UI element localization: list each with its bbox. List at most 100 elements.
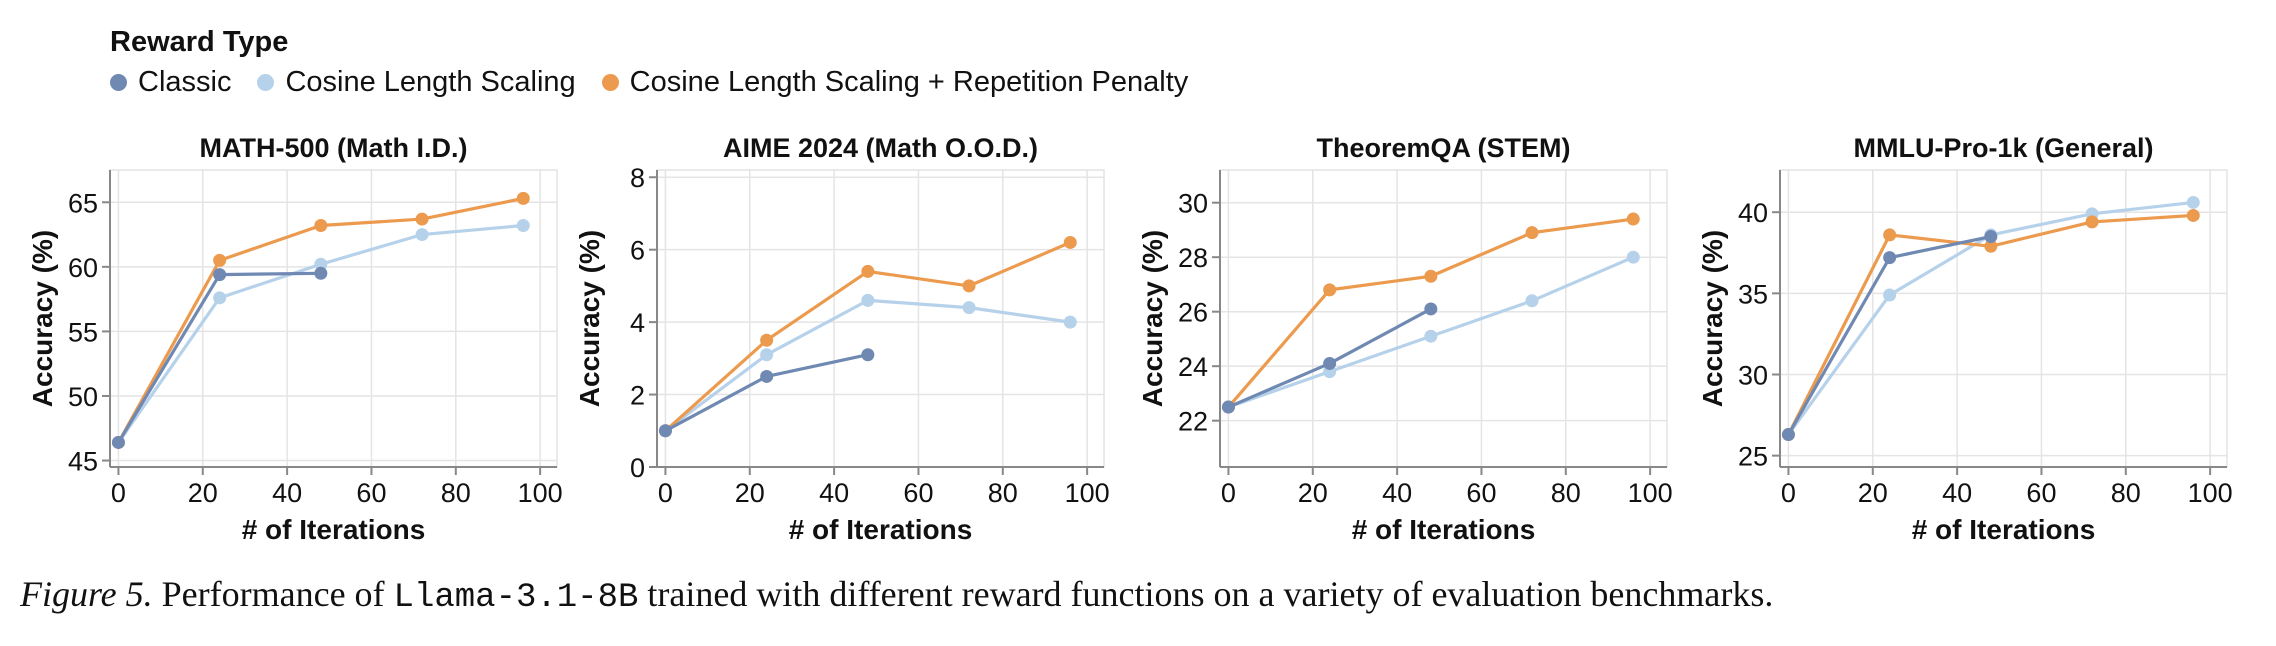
legend: Reward Type Classic Cosine Length Scalin… <box>110 24 1214 102</box>
y-tick-label: 0 <box>630 453 645 483</box>
data-point <box>962 279 976 293</box>
data-point <box>962 301 976 315</box>
x-tick-label: 20 <box>1858 478 1888 508</box>
chart-math-500-math-i-d: 0 20 40 60 80 100 45 50 55 60 65 MATH-500 (Math I.D… <box>27 133 563 545</box>
series-cosine-length-scaling <box>111 219 530 449</box>
legend-item-classic: Classic <box>110 62 231 102</box>
legend-title: Reward Type <box>110 26 289 58</box>
figure-caption: Figure 5. Performance of Llama-3.1-8B tr… <box>20 572 1773 620</box>
data-point <box>516 219 530 233</box>
data-point <box>1424 329 1438 343</box>
data-point <box>1883 251 1897 265</box>
y-tick-label: 24 <box>1178 352 1208 382</box>
y-tick-label: 45 <box>68 447 98 477</box>
data-point <box>1984 239 1998 253</box>
x-tick-label: 40 <box>272 478 302 508</box>
x-tick-label: 0 <box>1221 478 1236 508</box>
chart-title: MMLU-Pro-1k (General) <box>1853 133 2153 163</box>
y-tick-label: 30 <box>1178 189 1208 219</box>
x-tick-label: 40 <box>1382 478 1412 508</box>
y-axis-label: Accuracy (%) <box>1697 230 1728 407</box>
y-axis-label: Accuracy (%) <box>1137 230 1168 407</box>
x-tick-label: 80 <box>441 478 471 508</box>
data-point <box>1984 230 1998 244</box>
data-point <box>760 348 774 362</box>
chart-mmlu-pro-1k-general: 0 20 40 60 80 100 25 30 35 40 MMLU-Pro-1k (General… <box>1697 133 2233 545</box>
x-tick-label: 0 <box>1781 478 1796 508</box>
data-point <box>213 291 227 305</box>
legend-items: Classic Cosine Length Scaling Cosine Len… <box>110 62 1214 102</box>
data-point <box>1626 250 1640 264</box>
y-tick-label: 65 <box>68 188 98 218</box>
y-tick-label: 55 <box>68 317 98 347</box>
x-axis-label: # of Iterations <box>242 514 426 545</box>
series-line <box>664 298 1071 433</box>
legend-label: Cosine Length Scaling <box>285 66 576 98</box>
data-point <box>1781 428 1795 442</box>
x-tick-label: 80 <box>1551 478 1581 508</box>
legend-item-cosine: Cosine Length Scaling <box>257 62 576 102</box>
data-point <box>861 264 875 278</box>
chart-title: MATH-500 (Math I.D.) <box>200 133 468 163</box>
x-tick-label: 100 <box>1628 478 1673 508</box>
series-classic <box>111 266 328 449</box>
series-line <box>117 196 524 444</box>
data-point <box>658 424 672 438</box>
data-point <box>1063 315 1077 329</box>
y-tick-label: 60 <box>68 253 98 283</box>
x-tick-label: 100 <box>1065 478 1110 508</box>
series-classic <box>1781 230 1998 442</box>
x-tick-label: 80 <box>988 478 1018 508</box>
series-line <box>664 353 869 433</box>
x-tick-label: 100 <box>518 478 563 508</box>
data-point <box>415 212 429 226</box>
legend-label: Classic <box>138 66 232 98</box>
data-point <box>760 333 774 347</box>
data-point <box>314 219 328 233</box>
x-tick-label: 60 <box>2026 478 2056 508</box>
y-tick-label: 40 <box>1738 198 1768 228</box>
data-point <box>1063 235 1077 249</box>
data-point <box>2085 215 2099 229</box>
x-tick-label: 100 <box>2188 478 2233 508</box>
legend-dot-icon <box>110 73 127 91</box>
x-tick-label: 60 <box>1466 478 1496 508</box>
legend-dot-icon <box>257 73 275 91</box>
x-tick-label: 60 <box>903 478 933 508</box>
x-tick-label: 20 <box>188 478 218 508</box>
y-axis-label: Accuracy (%) <box>574 230 605 407</box>
data-point <box>1525 294 1539 308</box>
y-tick-label: 30 <box>1738 360 1768 390</box>
caption-model-name: Llama-3.1-8B <box>393 579 639 617</box>
y-tick-label: 35 <box>1738 279 1768 309</box>
y-tick-label: 26 <box>1178 298 1208 328</box>
x-tick-label: 0 <box>658 478 673 508</box>
x-tick-label: 80 <box>2111 478 2141 508</box>
data-point <box>213 253 227 267</box>
x-tick-label: 20 <box>735 478 765 508</box>
data-point <box>415 228 429 242</box>
y-tick-label: 28 <box>1178 243 1208 273</box>
data-point <box>1424 269 1438 283</box>
x-tick-label: 60 <box>356 478 386 508</box>
chart-theoremqa-stem: 0 20 40 60 80 100 22 24 26 28 30 TheoremQA (STEM) # … <box>1137 133 1673 545</box>
y-tick-label: 4 <box>630 308 645 338</box>
series-line <box>1787 234 1992 436</box>
data-point <box>861 348 875 362</box>
series-classic <box>1221 302 1438 414</box>
y-tick-label: 6 <box>630 236 645 266</box>
series-cosine-length-scaling-repetition-penalty <box>658 235 1077 438</box>
chart-title: TheoremQA (STEM) <box>1316 133 1570 163</box>
series-classic <box>658 348 875 438</box>
y-tick-label: 25 <box>1738 442 1768 472</box>
series-cosine-length-scaling-repetition-penalty <box>1781 208 2200 442</box>
data-point <box>1626 212 1640 226</box>
chart-aime-2024-math-o-o-d: 0 20 40 60 80 100 0 2 4 6 8 AIME 2024 (Math O.O.D.)… <box>574 133 1110 545</box>
y-tick-label: 8 <box>630 163 645 193</box>
x-tick-label: 40 <box>819 478 849 508</box>
series-cosine-length-scaling <box>658 293 1077 438</box>
data-point <box>213 268 227 282</box>
data-point <box>760 369 774 383</box>
series-cosine-length-scaling-repetition-penalty <box>1221 212 1640 414</box>
data-point <box>861 293 875 307</box>
